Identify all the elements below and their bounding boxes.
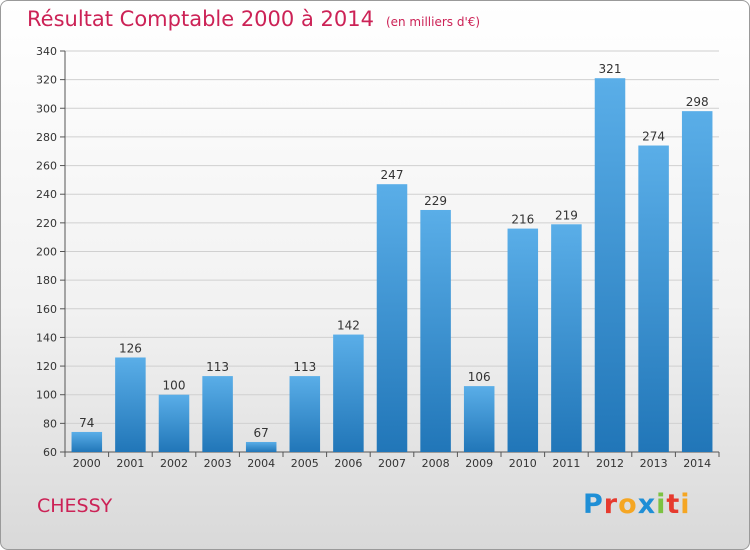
data-label-2006: 142	[337, 319, 360, 333]
x-tick-label-2006: 2006	[334, 457, 362, 470]
logo-letter: i	[680, 489, 691, 520]
y-tick-label: 80	[43, 417, 57, 430]
x-tick-label-2013: 2013	[640, 457, 668, 470]
bar-2001	[115, 357, 146, 452]
x-tick-label-2003: 2003	[204, 457, 232, 470]
logo-letter: P	[583, 489, 604, 520]
y-tick-label: 260	[36, 160, 57, 173]
data-label-2013: 274	[642, 130, 665, 144]
chart-title-text: Résultat Comptable 2000 à 2014	[27, 7, 374, 31]
data-label-2008: 229	[424, 194, 447, 208]
x-tick-label-2012: 2012	[596, 457, 624, 470]
data-label-2001: 126	[119, 341, 142, 355]
x-tick-label-2002: 2002	[160, 457, 188, 470]
data-labels: 74 126 100 113 67 113 142 247 229 106 216 219 321 274…	[79, 62, 708, 440]
x-tick-label-2008: 2008	[422, 457, 450, 470]
logo-letter: x	[637, 489, 657, 520]
bar-2009	[463, 386, 495, 452]
bar-2007	[376, 184, 408, 453]
bar-2004	[245, 441, 277, 452]
x-tick-label-2014: 2014	[683, 457, 711, 470]
bar-2008	[420, 209, 451, 452]
logo-letter: r	[603, 489, 619, 520]
bar-2011	[551, 224, 582, 452]
bar-2000	[71, 431, 103, 452]
y-tick-label: 220	[36, 217, 57, 230]
x-tick-label-2000: 2000	[73, 457, 101, 470]
x-tick-label-2010: 2010	[509, 457, 537, 470]
x-tick-label-2009: 2009	[465, 457, 493, 470]
y-tick-label: 240	[36, 188, 57, 201]
y-tick-label: 340	[36, 45, 57, 58]
logo-letter: o	[618, 489, 638, 520]
data-label-2014: 298	[686, 95, 709, 109]
bar-2013	[638, 145, 669, 452]
chart-title: Résultat Comptable 2000 à 2014 (en millie…	[27, 7, 480, 31]
chart-unit: (en milliers d'€)	[385, 15, 481, 29]
x-tick-label-2004: 2004	[247, 457, 275, 470]
bar-2005	[289, 376, 321, 452]
y-tick-label: 320	[36, 74, 57, 87]
data-label-2004: 67	[254, 426, 269, 440]
bar-2010	[507, 228, 539, 452]
data-label-2003: 113	[206, 360, 229, 374]
commune-name: CHESSY	[37, 495, 113, 517]
y-tick-label: 200	[36, 246, 57, 259]
bars	[71, 78, 713, 453]
x-tick-label-2011: 2011	[552, 457, 580, 470]
data-label-2012: 321	[599, 62, 622, 76]
data-label-2010: 216	[511, 213, 534, 227]
y-tick-label: 140	[36, 331, 57, 344]
x-tick-label-2001: 2001	[116, 457, 144, 470]
y-tick-label: 120	[36, 360, 57, 373]
x-tick-label-2005: 2005	[291, 457, 319, 470]
y-tick-label: 180	[36, 274, 57, 287]
bar-2003	[202, 376, 233, 452]
data-label-2011: 219	[555, 208, 578, 222]
bar-2006	[333, 334, 364, 452]
proxiti-logo: Proxiti	[583, 489, 691, 520]
bar-2012	[594, 78, 626, 452]
data-label-2007: 247	[381, 168, 404, 182]
logo-letter: i	[656, 489, 667, 520]
y-tick-label: 280	[36, 131, 57, 144]
y-tick-label: 300	[36, 102, 57, 115]
y-tick-label: 100	[36, 389, 57, 402]
data-label-2002: 100	[163, 379, 186, 393]
data-label-2009: 106	[468, 370, 491, 384]
y-tick-label: 60	[43, 446, 57, 459]
bar-2014	[681, 111, 713, 453]
logo-letter: t	[666, 489, 681, 520]
data-label-2005: 113	[293, 360, 316, 374]
bar-2002	[158, 394, 190, 452]
data-label-2000: 74	[79, 416, 94, 430]
y-tick-label: 160	[36, 303, 57, 316]
x-tick-label-2007: 2007	[378, 457, 406, 470]
